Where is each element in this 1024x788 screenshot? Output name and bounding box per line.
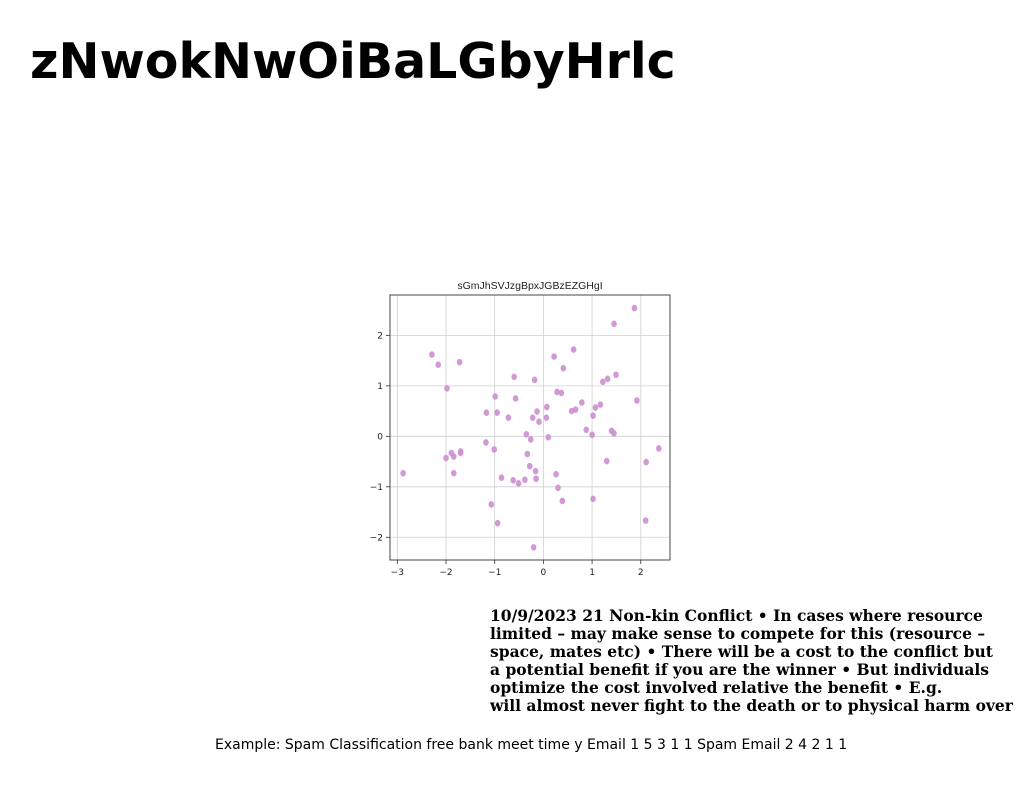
data-point [570, 346, 577, 353]
notes-text-block: 10/9/2023 21 Non-kin Conflict • In cases… [490, 607, 1024, 715]
data-point [544, 403, 550, 411]
data-point [551, 353, 557, 360]
data-point [511, 373, 517, 381]
x-tick-label: 2 [638, 568, 644, 578]
data-point [483, 409, 490, 416]
data-point [533, 475, 539, 483]
axis-ticks: −3 −2 −1 0 1 2 −2 −1 0 1 2 [370, 331, 644, 578]
data-point [583, 426, 590, 434]
data-point [529, 414, 536, 421]
chart-title: sGmJhSVJzgBpxJGBzEZGHgI [457, 280, 602, 292]
y-tick-label: 0 [377, 432, 383, 442]
data-point [450, 453, 457, 460]
y-tick-label: −1 [370, 483, 383, 493]
x-tick-label: −3 [391, 568, 404, 578]
data-point [579, 399, 585, 406]
data-point [559, 497, 566, 505]
data-point [532, 467, 539, 475]
data-point [603, 457, 610, 465]
notes-line: optimize the cost involved relative the … [490, 679, 943, 697]
data-point [634, 397, 640, 404]
data-point [611, 320, 617, 328]
data-point [572, 406, 579, 413]
notes-line: space, mates etc) • There will be a cost… [490, 643, 993, 661]
data-point [604, 375, 611, 383]
data-point [543, 414, 550, 421]
data-point [400, 469, 406, 477]
data-point [534, 408, 540, 415]
data-point [592, 404, 599, 411]
data-point [444, 385, 450, 392]
data-point [524, 450, 531, 458]
plot-frame [389, 294, 671, 561]
notes-line: will almost never fight to the death or … [490, 697, 1013, 715]
data-point [631, 304, 638, 312]
data-point [553, 470, 559, 478]
data-point [530, 544, 537, 551]
data-point [558, 389, 565, 397]
data-point [498, 474, 505, 482]
data-point [554, 388, 560, 396]
data-point [536, 418, 542, 425]
data-point [656, 445, 662, 452]
x-tick-label: 1 [589, 568, 595, 578]
data-point [456, 358, 463, 366]
data-point [512, 395, 519, 402]
notes-line: a potential benefit if you are the winne… [490, 661, 990, 679]
data-point [531, 376, 538, 384]
x-tick-label: −2 [439, 568, 452, 578]
data-point [494, 519, 501, 527]
data-point [435, 361, 442, 368]
data-point [492, 393, 498, 400]
x-tick-label: 0 [541, 568, 547, 578]
data-point [515, 479, 522, 487]
data-point [611, 430, 617, 437]
data-point [590, 412, 596, 419]
data-point [590, 495, 596, 503]
data-point [457, 448, 464, 455]
data-point [560, 364, 567, 372]
x-tick-label: −1 [488, 568, 501, 578]
data-point [643, 458, 649, 466]
scatter-chart: sGmJhSVJzgBpxJGBzEZGHgI −3 −2 −1 0 1 2 −2 −1 0 1 2 [360, 270, 680, 585]
notes-line: limited – may make sense to compete for … [490, 625, 986, 643]
scatter-plot-svg: sGmJhSVJzgBpxJGBzEZGHgI −3 −2 −1 0 1 2 −2 −1 0 1 2 [370, 280, 671, 578]
notes-line: 10/9/2023 21 Non-kin Conflict • In cases… [490, 607, 983, 625]
data-point [483, 439, 489, 446]
data-point [527, 436, 534, 443]
data-point [523, 431, 530, 438]
data-point [450, 469, 457, 477]
data-point [526, 462, 533, 470]
page-title: zNwokNwOiBaLGbyHrlc [30, 33, 676, 90]
y-tick-label: 2 [377, 331, 383, 341]
data-point [597, 401, 604, 408]
y-tick-label: 1 [377, 382, 383, 392]
data-point [494, 409, 500, 416]
data-point [443, 454, 449, 462]
data-point [613, 371, 619, 379]
data-point [491, 446, 498, 453]
data-point [510, 476, 516, 484]
data-point [488, 501, 495, 508]
data-point [555, 484, 561, 492]
data-point [642, 517, 649, 524]
data-point [545, 434, 552, 441]
data-point [505, 414, 512, 421]
grid-lines [390, 295, 670, 560]
data-point [522, 476, 528, 484]
footer-caption: Example: Spam Classification free bank m… [215, 737, 848, 753]
data-point [589, 431, 595, 439]
y-tick-label: −2 [370, 533, 383, 543]
data-point [429, 351, 435, 358]
data-point [600, 378, 606, 386]
data-points [400, 304, 662, 551]
